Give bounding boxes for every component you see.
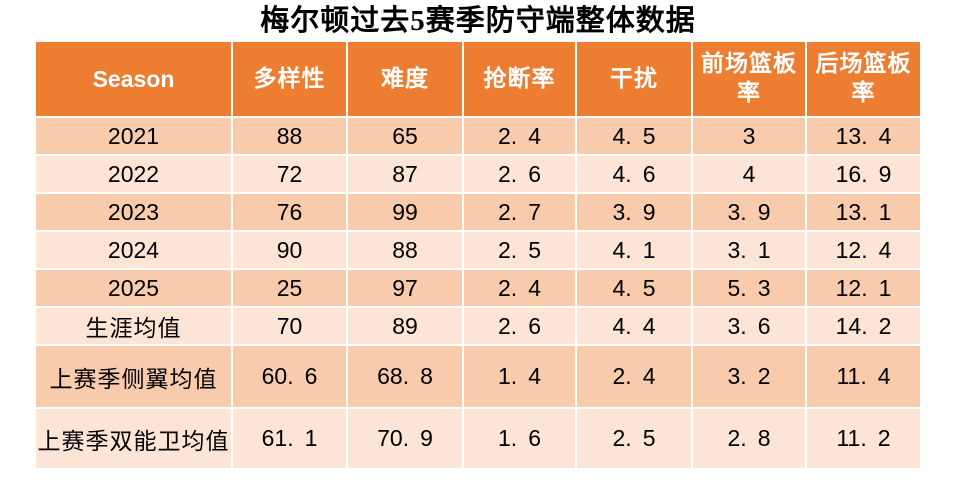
row-label: 上赛季双能卫均值 [36, 409, 231, 468]
table-row-last-season-wing-average: 上赛季侧翼均值 60. 6 68. 8 1. 4 2. 4 3. 2 11. 4 [36, 346, 920, 407]
cell-value: 2. 7 [464, 194, 575, 230]
cell-value: 1. 4 [464, 346, 575, 407]
header-front-court-rebound-rate: 前场篮板率 [693, 42, 805, 116]
cell-value: 99 [348, 194, 462, 230]
header-season: Season [36, 42, 231, 116]
table-row-2022: 2022 72 87 2. 6 4. 6 4 16. 9 [36, 156, 920, 192]
cell-value: 65 [348, 118, 462, 154]
cell-value: 90 [233, 232, 346, 268]
cell-value: 3. 2 [693, 346, 805, 407]
cell-value: 2. 4 [464, 118, 575, 154]
cell-value: 11. 4 [807, 346, 920, 407]
table-row-2024: 2024 90 88 2. 5 4. 1 3. 1 12. 4 [36, 232, 920, 268]
cell-value: 2. 5 [464, 232, 575, 268]
cell-value: 68. 8 [348, 346, 462, 407]
defense-stats-table: Season 多样性 难度 抢断率 干扰 前场篮板率 后场篮板率 2021 88… [34, 40, 922, 470]
cell-value: 2. 6 [464, 308, 575, 344]
cell-value: 76 [233, 194, 346, 230]
cell-value: 2. 4 [577, 346, 691, 407]
cell-value: 60. 6 [233, 346, 346, 407]
header-steal-rate: 抢断率 [464, 42, 575, 116]
cell-value: 70 [233, 308, 346, 344]
table-row-2023: 2023 76 99 2. 7 3. 9 3. 9 13. 1 [36, 194, 920, 230]
cell-value: 4. 6 [577, 156, 691, 192]
cell-value: 3. 9 [577, 194, 691, 230]
cell-value: 3 [693, 118, 805, 154]
cell-value: 3. 9 [693, 194, 805, 230]
cell-value: 2. 5 [577, 409, 691, 468]
cell-value: 87 [348, 156, 462, 192]
cell-value: 88 [348, 232, 462, 268]
cell-value: 25 [233, 270, 346, 306]
table-title: 梅尔顿过去5赛季防守端整体数据 [260, 5, 696, 37]
cell-value: 2. 4 [464, 270, 575, 306]
header-diversity: 多样性 [233, 42, 346, 116]
cell-value: 70. 9 [348, 409, 462, 468]
row-label: 上赛季侧翼均值 [36, 346, 231, 407]
cell-value: 4. 1 [577, 232, 691, 268]
cell-value: 13. 4 [807, 118, 920, 154]
row-label: 2024 [36, 232, 231, 268]
table-body: 2021 88 65 2. 4 4. 5 3 13. 4 2022 72 87 … [36, 118, 920, 468]
row-label: 2022 [36, 156, 231, 192]
row-label: 2021 [36, 118, 231, 154]
table-row-career-average: 生涯均值 70 89 2. 6 4. 4 3. 6 14. 2 [36, 308, 920, 344]
cell-value: 3. 1 [693, 232, 805, 268]
cell-value: 13. 1 [807, 194, 920, 230]
table-row-2025: 2025 25 97 2. 4 4. 5 5. 3 12. 1 [36, 270, 920, 306]
cell-value: 4. 4 [577, 308, 691, 344]
cell-value: 89 [348, 308, 462, 344]
cell-value: 88 [233, 118, 346, 154]
table-row-last-season-combo-guard-average: 上赛季双能卫均值 61. 1 70. 9 1. 6 2. 5 2. 8 11. … [36, 409, 920, 468]
table-row-2021: 2021 88 65 2. 4 4. 5 3 13. 4 [36, 118, 920, 154]
cell-value: 4. 5 [577, 118, 691, 154]
cell-value: 4 [693, 156, 805, 192]
cell-value: 5. 3 [693, 270, 805, 306]
header-disruption: 干扰 [577, 42, 691, 116]
cell-value: 97 [348, 270, 462, 306]
cell-value: 14. 2 [807, 308, 920, 344]
cell-value: 72 [233, 156, 346, 192]
header-row: Season 多样性 难度 抢断率 干扰 前场篮板率 后场篮板率 [36, 42, 920, 116]
cell-value: 12. 4 [807, 232, 920, 268]
cell-value: 4. 5 [577, 270, 691, 306]
cell-value: 61. 1 [233, 409, 346, 468]
cell-value: 11. 2 [807, 409, 920, 468]
header-back-court-rebound-rate: 后场篮板率 [807, 42, 920, 116]
cell-value: 2. 6 [464, 156, 575, 192]
header-difficulty: 难度 [348, 42, 462, 116]
cell-value: 12. 1 [807, 270, 920, 306]
row-label: 2023 [36, 194, 231, 230]
cell-value: 2. 8 [693, 409, 805, 468]
cell-value: 3. 6 [693, 308, 805, 344]
cell-value: 1. 6 [464, 409, 575, 468]
cell-value: 16. 9 [807, 156, 920, 192]
row-label: 生涯均值 [36, 308, 231, 344]
table-header: Season 多样性 难度 抢断率 干扰 前场篮板率 后场篮板率 [36, 42, 920, 116]
row-label: 2025 [36, 270, 231, 306]
